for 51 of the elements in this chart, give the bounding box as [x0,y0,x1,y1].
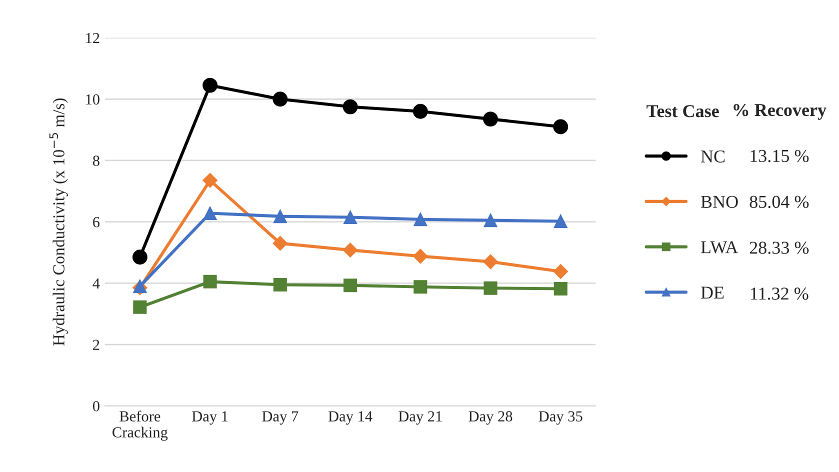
x-tick-label: Day 28 [468,411,512,425]
legend-title: Test Case [646,105,719,118]
legend-label: LWA [700,241,738,254]
legend-label: BNO [700,196,738,208]
y-tick-label: 6 [93,217,100,228]
legend-label: DE [700,286,724,299]
point [133,300,147,314]
point [132,250,148,265]
point [484,214,498,228]
x-tick-label: Before Cracking [112,410,168,441]
text: 11.32 % [751,288,808,300]
point [203,274,217,288]
text: 28.33 % [750,242,809,254]
point [273,278,287,292]
point [484,281,498,295]
x-tick-label: Day 7 [262,411,298,425]
point [344,210,358,224]
y-tick-label: 0 [92,401,100,412]
x-tick-label: Day 21 [398,411,442,425]
point [412,104,428,119]
y-tick-label: 4 [92,278,100,288]
y-tick-label: 10 [86,94,100,105]
point [203,206,217,220]
x-tick-label: Day 14 [328,411,372,425]
point [344,278,358,292]
point [483,112,498,127]
point [272,92,288,107]
point [342,99,358,114]
y-tick-label: 12 [86,32,100,44]
point [272,236,288,251]
y-tick-label: 2 [93,340,100,350]
point [202,78,218,93]
point [273,210,287,224]
point [414,280,428,294]
x-tick-label: Day 1 [192,411,228,425]
x-tick-label: Day 35 [538,411,582,425]
point [553,264,568,279]
point [553,119,568,134]
point [554,282,568,296]
text: % Recovery [734,104,826,120]
point [554,214,568,228]
point [202,173,218,188]
point [413,248,428,264]
point [342,242,358,258]
legend-label: NC [700,150,725,163]
y-tick-label: 8 [92,156,100,166]
text: 85.04 % [750,196,809,208]
point [414,212,428,226]
y-axis-title: Hydraulic Conductivity (x 10$^{−5}$ m/s) [49,98,68,346]
point [483,254,498,270]
text: 13.15 % [750,150,809,162]
